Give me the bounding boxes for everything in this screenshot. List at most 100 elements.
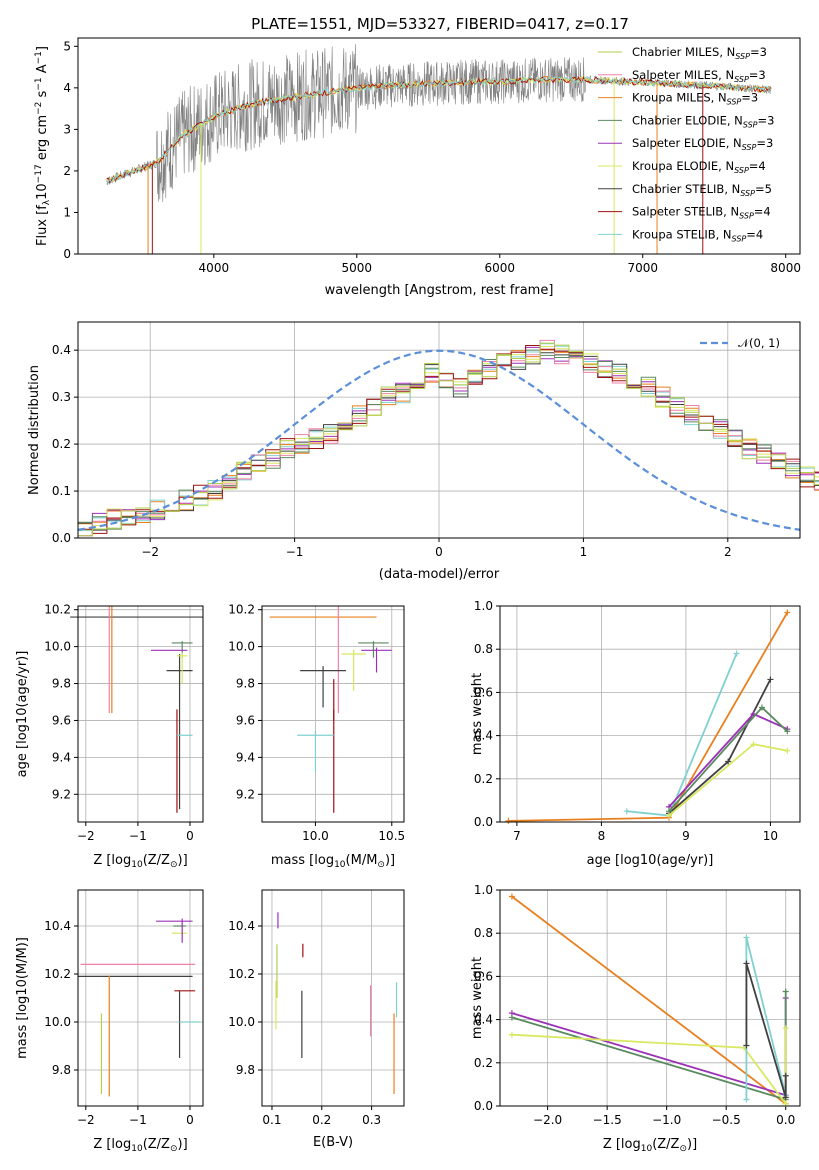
histogram-step bbox=[78, 343, 819, 532]
series-marker bbox=[508, 1031, 515, 1038]
x-tick-label: 10.5 bbox=[378, 829, 405, 843]
x-axis-label: wavelength [Angstrom, rest frame] bbox=[325, 283, 554, 298]
y-tick-label: 0 bbox=[63, 247, 71, 261]
y-label-sup: −1 bbox=[34, 51, 44, 64]
series-marker bbox=[743, 1042, 750, 1049]
legend-tail: =3 bbox=[741, 91, 758, 105]
legend-tail: =3 bbox=[749, 68, 766, 82]
series-line bbox=[745, 963, 787, 1098]
y-label-part: A bbox=[35, 64, 50, 77]
y-tick-label: 9.2 bbox=[52, 787, 71, 801]
x-axis-label: E(B-V) bbox=[313, 1135, 353, 1150]
legend-name: Chabrier MILES, N bbox=[632, 45, 735, 59]
age-vs-metallicity-plot: −2 −1 0 9.2 9.4 9.6 9.8 10.0 10.2 Z [log10(Z/Z⊙)]… bbox=[15, 603, 204, 870]
x-axis-label: age [log10(age/yr)] bbox=[587, 853, 714, 868]
x-label-part: Z [log bbox=[93, 853, 131, 868]
series-line bbox=[626, 653, 738, 817]
y-tick-label: 10.0 bbox=[44, 640, 71, 654]
series-marker bbox=[750, 741, 757, 748]
x-tick-label: −1 bbox=[129, 1113, 147, 1127]
series-marker bbox=[743, 934, 750, 941]
spectrum-plot: 4000 5000 6000 7000 8000 0 1 2 3 4 5 wavelength [An… bbox=[34, 37, 801, 298]
model-spectrum-line bbox=[106, 76, 771, 183]
x-tick-label: −2 bbox=[141, 545, 159, 559]
x-label-part: (Z/Z bbox=[652, 1137, 679, 1152]
legend-tail: =4 bbox=[749, 159, 766, 173]
x-label-sub: ⊙ bbox=[170, 1144, 178, 1154]
x-tick-label: 0.3 bbox=[362, 1113, 381, 1127]
legend-name: Kroupa STELIB, N bbox=[632, 227, 732, 241]
y-tick-label: 0.8 bbox=[474, 926, 493, 940]
x-label-part: (Z/Z bbox=[143, 1137, 170, 1152]
y-tick-label: 0.2 bbox=[52, 437, 71, 451]
y-tick-label: 0.0 bbox=[52, 531, 71, 545]
x-tick-label: 7000 bbox=[627, 261, 658, 275]
x-tick-label: 1 bbox=[580, 545, 588, 559]
mass-weight-vs-metallicity-plot: −2.0 −1.5 −1.0 −0.5 0.0 0.0 0.2 0.4 0.6 0.8 1.0 Z [… bbox=[470, 883, 801, 1154]
y-tick-label: 10.2 bbox=[228, 967, 255, 981]
legend-sub: SSP bbox=[740, 189, 755, 198]
x-label-part: )] bbox=[178, 853, 188, 868]
x-tick-label: 0.2 bbox=[312, 1113, 331, 1127]
y-label-part: erg cm bbox=[35, 115, 50, 164]
y-tick-label: 5 bbox=[63, 39, 71, 53]
y-axis-label: Flux [fλ10−17 erg cm−2 s−1 A−1] bbox=[34, 46, 52, 246]
series-marker bbox=[743, 960, 750, 967]
mass-weight-vs-age-plot: 7 8 9 10 0.0 0.2 0.4 0.6 0.8 1.0 age [log10(age/yr… bbox=[470, 599, 801, 868]
x-tick-label: 7 bbox=[513, 829, 521, 843]
x-tick-label: 0.0 bbox=[776, 1113, 795, 1127]
legend-tail: =4 bbox=[746, 227, 763, 241]
y-tick-label: 0.6 bbox=[474, 969, 493, 983]
legend-name: Chabrier STELIB, N bbox=[632, 182, 740, 196]
x-label-part: )] bbox=[687, 1137, 697, 1152]
legend-tail: =4 bbox=[754, 205, 771, 219]
x-label-part: Z [log bbox=[603, 1137, 641, 1152]
y-tick-label: 0.0 bbox=[474, 1099, 493, 1113]
x-tick-label: −2.0 bbox=[533, 1113, 562, 1127]
histogram-step bbox=[78, 339, 819, 537]
legend-tail: =3 bbox=[756, 136, 773, 150]
y-tick-label: 0.0 bbox=[474, 815, 493, 829]
x-tick-label: 10.0 bbox=[302, 829, 329, 843]
y-tick-label: 1 bbox=[63, 205, 71, 219]
x-label-sub: 10 bbox=[334, 860, 346, 870]
axes-frame bbox=[77, 37, 801, 255]
legend-label: Salpeter MILES, NSSP=3 bbox=[632, 68, 766, 84]
residual-histogram-plot: −2 −1 0 1 2 0.0 0.1 0.2 0.3 0.4 (data-model)/error… bbox=[27, 321, 819, 582]
legend-name: Salpeter ELODIE, N bbox=[632, 136, 742, 150]
y-label-part: ] bbox=[35, 46, 50, 51]
y-tick-label: 9.6 bbox=[52, 713, 71, 727]
legend-tail: =3 bbox=[758, 113, 775, 127]
series-marker bbox=[784, 609, 791, 616]
y-tick-label: 9.4 bbox=[52, 750, 71, 764]
x-label-part: (M/M bbox=[346, 853, 378, 868]
y-tick-label: 9.6 bbox=[236, 713, 255, 727]
y-tick-label: 0.2 bbox=[474, 1056, 493, 1070]
axes-frame bbox=[261, 605, 405, 823]
y-tick-label: 1.0 bbox=[474, 599, 493, 613]
legend-label: Kroupa STELIB, NSSP=4 bbox=[632, 227, 763, 243]
x-tick-label: 8 bbox=[598, 829, 606, 843]
histogram-step bbox=[78, 346, 819, 537]
y-axis-label: mass [log10(M/M)] bbox=[15, 937, 30, 1059]
legend-sub: SSP bbox=[734, 75, 749, 84]
legend-name: Kroupa ELODIE, N bbox=[632, 159, 734, 173]
legend-sub: SSP bbox=[732, 234, 747, 243]
series-line bbox=[668, 743, 788, 817]
legend-sub: SSP bbox=[742, 143, 757, 152]
legend-label: Kroupa ELODIE, NSSP=4 bbox=[632, 159, 766, 175]
legend-label: Salpeter STELIB, NSSP=4 bbox=[632, 205, 771, 221]
axes-frame bbox=[261, 889, 405, 1107]
axes-frame bbox=[499, 605, 801, 823]
series-marker bbox=[784, 728, 791, 735]
legend-label: Chabrier STELIB, NSSP=5 bbox=[632, 182, 772, 198]
x-tick-label: −1 bbox=[129, 829, 147, 843]
histogram-step bbox=[78, 342, 819, 537]
x-axis-label: Z [log10(Z/Z⊙)] bbox=[603, 1137, 697, 1154]
x-tick-label: 9 bbox=[682, 829, 690, 843]
x-label-sub: 10 bbox=[131, 1144, 143, 1154]
y-tick-label: 9.8 bbox=[52, 1063, 71, 1077]
y-tick-label: 9.8 bbox=[52, 677, 71, 691]
y-tick-label: 0.4 bbox=[474, 729, 493, 743]
x-tick-label: 0 bbox=[435, 545, 443, 559]
